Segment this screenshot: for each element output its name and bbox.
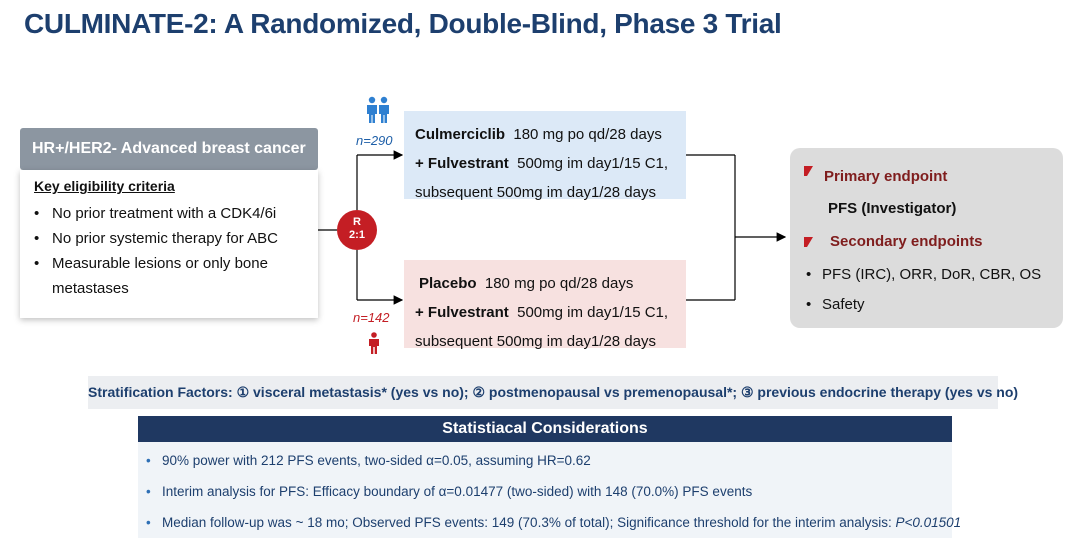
statistical-item-text: Median follow-up was ~ 18 mo; Observed P… [162,515,896,530]
arm-placebo: Placebo 180 mg po qd/28 days + Fulvestra… [404,260,686,350]
stratification-factors: Stratification Factors: ① visceral metas… [88,376,1018,409]
arm1-sample-size: n=290 [356,133,393,148]
statistical-item: Median follow-up was ~ 18 mo; Observed P… [146,509,961,540]
arm1-combo: + Fulvestrant [415,155,509,172]
secondary-endpoint-item: Safety [804,290,1063,320]
arm1-dose: 180 mg po qd/28 days [513,126,662,143]
statistical-header: Statistiacal Considerations [138,416,952,442]
flag-icon [804,166,813,176]
eligibility-item: No prior treatment with a CDK4/6i [34,201,308,226]
statistical-body: 90% power with 212 PFS events, two-sided… [138,442,961,540]
randomization-circle: R 2:1 [337,210,377,250]
secondary-endpoint-list: PFS (IRC), ORR, DoR, CBR, OS Safety [804,260,1063,320]
arm2-combo: + Fulvestrant [415,304,509,321]
randomization-ratio: 2:1 [349,229,365,241]
eligibility-list: No prior treatment with a CDK4/6i No pri… [34,201,308,276]
statistical-item: 90% power with 212 PFS events, two-sided… [146,447,952,478]
arm2-combo-dose: 500mg im day1/15 C1, [517,304,669,321]
statistical-item: Interim analysis for PFS: Efficacy bound… [146,478,952,509]
eligibility-item-continuation: metastases [52,280,129,297]
significance-threshold: P<0.01501 [895,515,962,530]
endpoints-box: Primary endpoint PFS (Investigator) Seco… [790,148,1063,328]
primary-endpoint-label: Primary endpoint [824,168,948,185]
primary-endpoint-heading: Primary endpoint [804,162,1063,192]
eligibility-box: Key eligibility criteria No prior treatm… [20,170,318,318]
arm2-subsequent: subsequent 500mg im day1/28 days [415,333,656,350]
person-icon [369,332,379,354]
arm-culmerciclib: Culmerciclib 180 mg po qd/28 days + Fulv… [404,111,686,201]
page-title: CULMINATE-2: A Randomized, Double-Blind,… [24,8,782,39]
arm1-drug: Culmerciclib [415,126,506,143]
arm2-dose: 180 mg po qd/28 days [484,275,634,292]
secondary-endpoint-heading: Secondary endpoints [804,226,1063,258]
population-header: HR+/HER2- Advanced breast cancer [20,128,318,170]
eligibility-title: Key eligibility criteria [34,178,175,194]
two-people-icon [367,96,389,123]
eligibility-item: Measurable lesions or only bone [34,251,308,276]
eligibility-item: No prior systemic therapy for ABC [34,226,308,251]
primary-endpoint-value: PFS (Investigator) [828,200,957,217]
arm2-drug: Placebo [419,275,477,292]
secondary-endpoint-label: Secondary endpoints [830,233,983,250]
flag-icon [804,237,813,247]
arm2-sample-size: n=142 [353,310,390,325]
arm1-combo-dose: 500mg im day1/15 C1, [517,155,669,172]
statistical-list: 90% power with 212 PFS events, two-sided… [138,442,961,540]
secondary-endpoint-item: PFS (IRC), ORR, DoR, CBR, OS [804,260,1063,290]
arm1-subsequent: subsequent 500mg im day1/28 days [415,184,656,201]
randomization-label: R [353,216,361,228]
